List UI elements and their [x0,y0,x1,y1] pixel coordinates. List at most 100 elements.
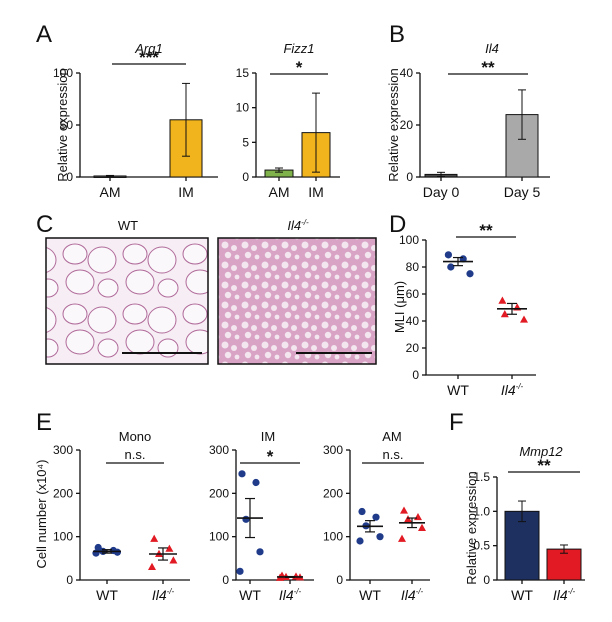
significance-label: n.s. [125,447,146,462]
y-tick-label: 200 [53,486,73,500]
x-tick-label: IM [178,184,194,200]
x-tick-label-sup: -/- [568,587,576,596]
significance-label: ** [479,221,493,240]
y-tick-label: 300 [323,443,343,457]
x-tick-label: Il4-/- [279,587,302,603]
significance-label: n.s. [383,447,404,462]
x-tick-label-sup: -/- [294,587,302,596]
chart-title: Mmp12 [519,444,563,459]
panel-label-f: F [449,409,464,436]
data-point [376,533,384,541]
significance-label: ** [537,456,551,475]
x-tick-label-main: Il4 [553,587,568,603]
x-tick-label-main: WT [239,587,261,603]
data-point [252,478,260,487]
y-axis-label: MLI (μm) [392,281,407,333]
data-point [356,537,364,545]
data-point [447,263,455,271]
y-axis-label: Relative expression [386,68,401,181]
x-tick-label: Day 0 [423,184,460,200]
chart-title: Fizz1 [283,41,314,56]
image-title-ko: Il4-/- [287,218,309,233]
panel-label-b: B [389,21,405,48]
y-tick-label: 80 [406,260,420,274]
y-tick-label: 10 [236,101,250,115]
x-tick-label-main: AM [269,184,290,200]
data-point [242,515,250,523]
y-tick-label: 40 [400,66,414,80]
data-point [256,548,264,556]
chart-title: Arg1 [134,41,162,56]
chart-title: Il4 [485,41,499,56]
y-axis-label: Relative expression [464,471,479,584]
y-tick-label: 1.5 [473,470,490,484]
chart-b: 0 20 40 Il4 Relative expression Day 0 Day 5 ** [386,41,550,200]
bar-il4 [546,548,582,581]
x-tick-label: Il4-/- [152,587,175,603]
x-tick-label-sup: -/- [167,587,175,596]
data-point [418,523,426,531]
y-tick-label: 1.0 [473,504,490,518]
y-tick-label: 5 [242,135,249,149]
x-tick-label-sup: -/- [516,382,524,391]
chart-title: AM [382,429,402,444]
y-tick-label: 100 [53,530,73,544]
data-point [238,470,246,478]
x-tick-label: WT [96,587,118,603]
y-tick-label: 200 [323,486,343,500]
chart-e3: 0 100 200 300 AM WT Il4-/- n.s. [323,429,430,603]
chart-d: 0 20 40 60 80 100 MLI (μm) WT Il4-/- ** [392,221,536,398]
chart-title: IM [261,429,275,444]
y-tick-label: 0.5 [473,539,490,553]
panel-label-d: D [389,211,406,238]
x-tick-label-main: Il4 [401,587,416,603]
y-tick-label: 15 [236,66,250,80]
y-tick-label: 0 [222,573,229,587]
y-tick-label: 0 [336,573,343,587]
x-tick-label-main: Il4 [501,382,516,398]
x-tick-label: Il4-/- [501,382,524,398]
histology-image-ko [217,237,377,365]
significance-label: * [267,447,274,466]
x-tick-label-main: IM [308,184,324,200]
data-point [404,515,412,523]
x-tick-label: Il4-/- [401,587,424,603]
data-point [148,562,156,570]
x-tick-label-sup: -/- [416,587,424,596]
y-axis-label: Relative expression [55,68,70,181]
y-tick-label: 300 [209,443,229,457]
x-tick-label-main: AM [100,184,121,200]
y-axis-label: Cell number (x10⁴) [34,460,49,569]
y-tick-label: 20 [400,118,414,132]
y-tick-label: 100 [323,530,343,544]
y-tick-label: 50 [60,118,74,132]
chart-title: Mono [119,429,152,444]
data-point [94,543,102,552]
x-tick-label-main: WT [96,587,118,603]
data-point [372,513,380,521]
y-tick-label: 0 [406,170,413,184]
panel-label-e: E [36,409,52,436]
data-point [444,251,452,259]
data-point [398,534,406,542]
data-point [400,506,408,514]
x-tick-label: AM [100,184,121,200]
panel-label-a: A [36,21,52,48]
x-tick-label-main: WT [511,587,533,603]
y-tick-label: 20 [406,341,420,355]
panel-label-c: C [36,211,53,238]
data-point [113,548,121,556]
y-tick-label: 0 [66,170,73,184]
image-title-wt: WT [118,218,138,233]
y-tick-label: 100 [399,233,419,247]
x-tick-label-main: WT [359,587,381,603]
x-tick-label: Il4-/- [553,587,576,603]
y-tick-label: 0 [66,573,73,587]
data-point [466,270,474,278]
axis-lines [235,450,314,581]
y-tick-label: 100 [209,530,229,544]
data-point [150,534,159,542]
x-tick-label: AM [269,184,290,200]
data-point [169,556,178,564]
x-tick-label-main: WT [447,382,469,398]
